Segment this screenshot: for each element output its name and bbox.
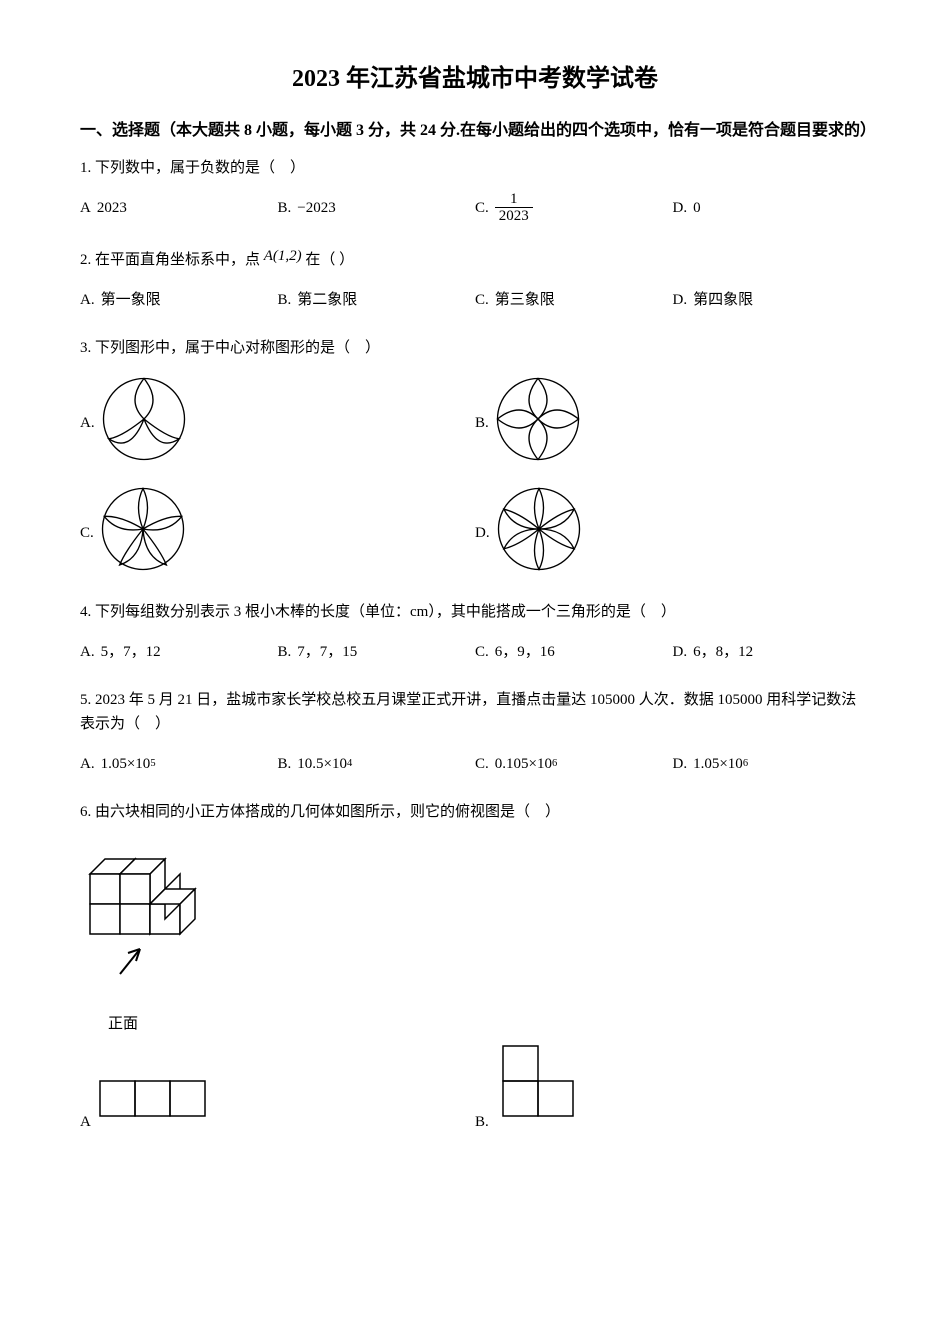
q2-point: A(1,2) <box>264 248 302 264</box>
question-5: 5. 2023 年 5 月 21 日，盐城市家长学校总校五月课堂正式开讲，直播点… <box>80 688 870 736</box>
q1-c-denominator: 2023 <box>495 208 533 225</box>
q1-opt-c: C. 1 2023 <box>475 190 673 226</box>
q5-opt-d: D.1.05×106 <box>673 746 871 782</box>
q2-pre: 2. 在平面直角坐标系中，点 <box>80 252 264 268</box>
opt-label-b: B. <box>278 196 292 220</box>
q2-opt-d: D.第四象限 <box>673 282 871 318</box>
q1-d-value: 0 <box>693 196 701 220</box>
question-6: 6. 由六块相同的小正方体搭成的几何体如图所示，则它的俯视图是（ ） <box>80 800 870 824</box>
q3-opt-c: C. <box>80 484 475 582</box>
q5-options: A.1.05×105 B.10.5×104 C.0.105×106 D.1.05… <box>80 746 870 782</box>
page-title: 2023 年江苏省盐城市中考数学试卷 <box>80 60 870 98</box>
q6-figure-a <box>95 1071 215 1134</box>
q3-figure-c <box>98 484 188 582</box>
q6-opt-b: B. <box>475 1036 870 1134</box>
q1-c-numerator: 1 <box>495 191 533 209</box>
q3-opt-b: B. <box>475 374 870 472</box>
q1-options: A 2023 B. −2023 C. 1 2023 D. 0 <box>80 190 870 226</box>
opt-label-c: C. <box>475 196 489 220</box>
q1-opt-d: D. 0 <box>673 190 871 226</box>
q2-options: A.第一象限 B.第二象限 C.第三象限 D.第四象限 <box>80 282 870 318</box>
question-1: 1. 下列数中，属于负数的是（ ） <box>80 156 870 180</box>
q3-figure-a <box>99 374 189 472</box>
q4-opt-d: D.6，8，12 <box>673 634 871 670</box>
question-2: 2. 在平面直角坐标系中，点 A(1,2) 在（ ） <box>80 244 870 272</box>
q3-opt-d: D. <box>475 484 870 582</box>
cube-assembly-icon <box>80 834 220 1004</box>
question-4: 4. 下列每组数分别表示 3 根小木棒的长度（单位：cm），其中能搭成一个三角形… <box>80 600 870 624</box>
q2-post: 在（ ） <box>305 252 354 268</box>
opt-label-d: D. <box>673 196 688 220</box>
front-label: 正面 <box>108 1012 870 1036</box>
q5-opt-c: C.0.105×106 <box>475 746 673 782</box>
q3-options: A. B. C. <box>80 368 870 588</box>
opt-label-a: A <box>80 196 91 220</box>
q6-main-figure: 正面 <box>80 834 870 1036</box>
q1-a-value: 2023 <box>97 196 127 220</box>
q4-opt-a: A.5，7，12 <box>80 634 278 670</box>
q2-opt-b: B.第二象限 <box>278 282 476 318</box>
q5-opt-a: A.1.05×105 <box>80 746 278 782</box>
section-heading: 一、选择题（本大题共 8 小题，每小题 3 分，共 24 分.在每小题给出的四个… <box>80 118 870 144</box>
q3-opt-a: A. <box>80 374 475 472</box>
q3-figure-b <box>493 374 583 472</box>
q2-opt-c: C.第三象限 <box>475 282 673 318</box>
q3-figure-d <box>494 484 584 582</box>
q4-opt-b: B.7，7，15 <box>278 634 476 670</box>
question-3: 3. 下列图形中，属于中心对称图形的是（ ） <box>80 336 870 360</box>
q1-opt-b: B. −2023 <box>278 190 476 226</box>
q6-figure-b <box>493 1036 583 1134</box>
q2-opt-a: A.第一象限 <box>80 282 278 318</box>
q6-opt-a: A <box>80 1071 475 1134</box>
q1-c-fraction: 1 2023 <box>495 191 533 225</box>
q5-opt-b: B.10.5×104 <box>278 746 476 782</box>
q4-options: A.5，7，12 B.7，7，15 C.6，9，16 D.6，8，12 <box>80 634 870 670</box>
q1-opt-a: A 2023 <box>80 190 278 226</box>
q4-opt-c: C.6，9，16 <box>475 634 673 670</box>
q1-b-value: −2023 <box>297 196 335 220</box>
q6-options: A B. <box>80 1036 870 1134</box>
